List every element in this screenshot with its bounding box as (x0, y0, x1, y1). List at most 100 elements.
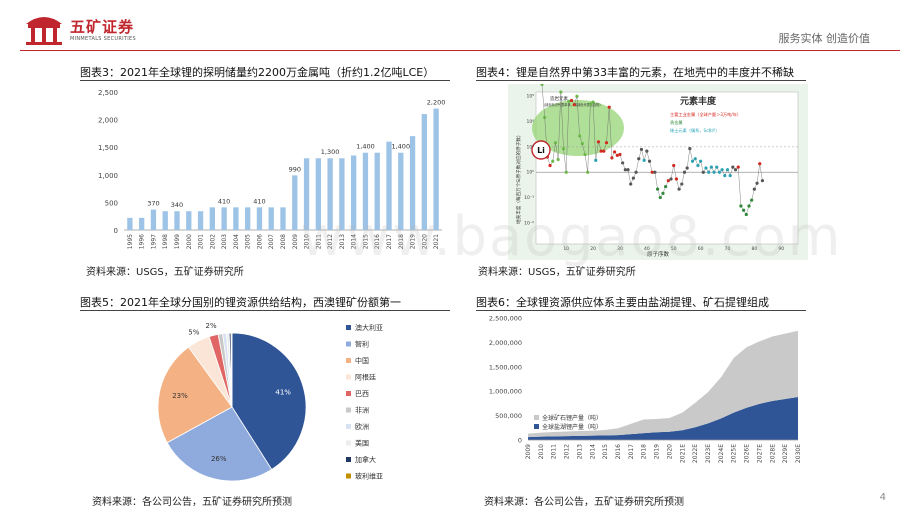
fig3-x-tick-label: 2018 (398, 234, 405, 249)
fig4-x-tick-label: 80 (751, 246, 757, 252)
fig4-element-point (760, 179, 765, 183)
fig3-bar (339, 158, 345, 230)
fig4-element-point (728, 174, 732, 178)
fig6-x-tick-label: 2016 (615, 444, 622, 459)
fig4-element-point (707, 170, 711, 174)
fig4-element-point (685, 166, 689, 170)
fig4-element-point (637, 157, 641, 161)
fig5-legend-swatch (346, 341, 351, 347)
fig3-bar (374, 152, 380, 230)
fig6-x-tick-label: 2022E (692, 444, 699, 463)
fig3-bar (315, 158, 321, 230)
fig3-x-tick-label: 2010 (304, 234, 311, 249)
fig3-bar (150, 209, 157, 230)
fig4-trend-segment (681, 172, 685, 185)
watermark: www.baogao8.com (300, 205, 843, 268)
fig5-legend-label: 玻利维亚 (355, 472, 383, 481)
fig4-element-point (583, 152, 587, 157)
fig4-element-point (567, 99, 571, 103)
fig5-legend-swatch (346, 358, 351, 363)
fig4-element-point (551, 159, 555, 163)
fig3-data-label: 990 (289, 165, 301, 173)
fig3-x-tick-label: 2003 (221, 234, 228, 249)
fig4-inner-title: 元素丰度 (680, 95, 717, 107)
fig5-legend-label: 阿根廷 (355, 373, 376, 382)
fig5-legend-label: 巴西 (355, 390, 369, 398)
fig4-element-point (647, 159, 652, 163)
fig6-area-chart: 0 500,000 1,000,000 1,500,000 2,000,000 2,500… (489, 315, 802, 464)
fig4-element-point (709, 165, 713, 169)
fig6-x-tick-label: 2026E (744, 444, 751, 463)
fig4-element-point (564, 170, 568, 174)
fig3-bar (398, 152, 404, 230)
fig4-element-point (586, 170, 590, 174)
header-divider (20, 50, 900, 51)
fig5-legend-label: 智利 (355, 340, 369, 349)
fig3-bar (421, 114, 427, 230)
fig3-x-tick-label: 2007 (268, 234, 275, 249)
fig4-trend-segment (649, 161, 653, 173)
fig4-lithium-highlight (531, 140, 551, 160)
page-number: 4 (879, 492, 886, 503)
fig3-x-tick-label: 2011 (315, 234, 322, 249)
fig3-bar (256, 207, 263, 230)
fig6-area-series (528, 397, 798, 440)
fig3-bar (139, 217, 145, 230)
fig4-trend-segment (576, 96, 580, 136)
fig5-legend-swatch (346, 325, 351, 330)
fig4-element-point (634, 170, 638, 174)
fig5-legend-label: 澳大利亚 (355, 323, 383, 332)
fig3-x-tick-label: 2012 (327, 234, 334, 249)
fig3-x-tick-label: 2016 (374, 234, 381, 249)
fig4-element-point (750, 198, 754, 202)
fig3-x-tick-label: 2000 (186, 234, 193, 249)
fig4-trend-segment (552, 142, 556, 162)
fig5-legend-swatch (346, 424, 351, 429)
fig4-element-point (704, 166, 708, 170)
fig4-trend-segment (689, 148, 693, 162)
fig3-x-tick-label: 1995 (127, 234, 134, 249)
fig4-element-point (621, 161, 625, 165)
fig3-source: 资料来源：USGS，五矿证券研究所 (86, 267, 244, 278)
fig4-trend-segment (555, 142, 559, 160)
fig4-trend-segment (686, 148, 691, 169)
fig3-x-tick-label: 2004 (233, 234, 240, 249)
fig4-element-point (669, 177, 673, 181)
fig3-bar (280, 207, 286, 230)
fig4-trend-segment (598, 141, 602, 152)
fig3-bar (386, 141, 392, 230)
fig4-element-point (561, 146, 566, 151)
fig4-trend-segment (606, 107, 610, 143)
fig4-element-point (712, 170, 716, 174)
fig3-bar (303, 158, 310, 230)
fig3-data-label: 370 (147, 200, 159, 208)
fig4-trend-segment (654, 172, 658, 190)
fig3-x-tick-label: 2014 (351, 234, 358, 249)
fig3-bar (127, 217, 133, 230)
fig4-element-point (696, 163, 700, 168)
fig6-x-tick-label: 2012 (564, 444, 571, 459)
fig5-legend-swatch (346, 457, 351, 462)
fig5-legend-label: 非洲 (355, 406, 369, 415)
fig4-title: 图表4：锂是自然界中第33丰富的元素，在地壳中的丰度并不稀缺 (476, 66, 794, 79)
fig3-x-tick-label: 2001 (198, 234, 205, 249)
fig6-x-tick-label: 2017 (628, 444, 635, 459)
fig5-data-label: 2% (206, 322, 217, 330)
fig4-element-point (556, 157, 560, 162)
fig3-y-tick-label: 0 (114, 227, 118, 235)
fig5-pie-slice (166, 406, 273, 482)
fig3-x-tick-label: 2005 (245, 234, 252, 249)
fig4-element-point (755, 181, 759, 185)
fig6-area-series (528, 330, 798, 438)
fig3-data-label: 2,200 (427, 99, 446, 107)
fig4-element-point (631, 176, 635, 180)
fig3-x-tick-label: 2013 (339, 234, 346, 249)
fig3-y-tick-label: 500 (105, 199, 118, 207)
fig4-x-tick-label: 20 (590, 246, 596, 252)
fig4-trend-segment (700, 161, 704, 173)
fig6-y-tick-label: 0 (518, 437, 522, 445)
fig4-element-point (739, 204, 743, 208)
fig4-x-tick-label: 10 (563, 246, 569, 252)
fig4-legend-rare: 稀土元素（镧系，Sc和Y） (670, 127, 719, 134)
fig3-x-tick-label: 2008 (280, 234, 287, 249)
